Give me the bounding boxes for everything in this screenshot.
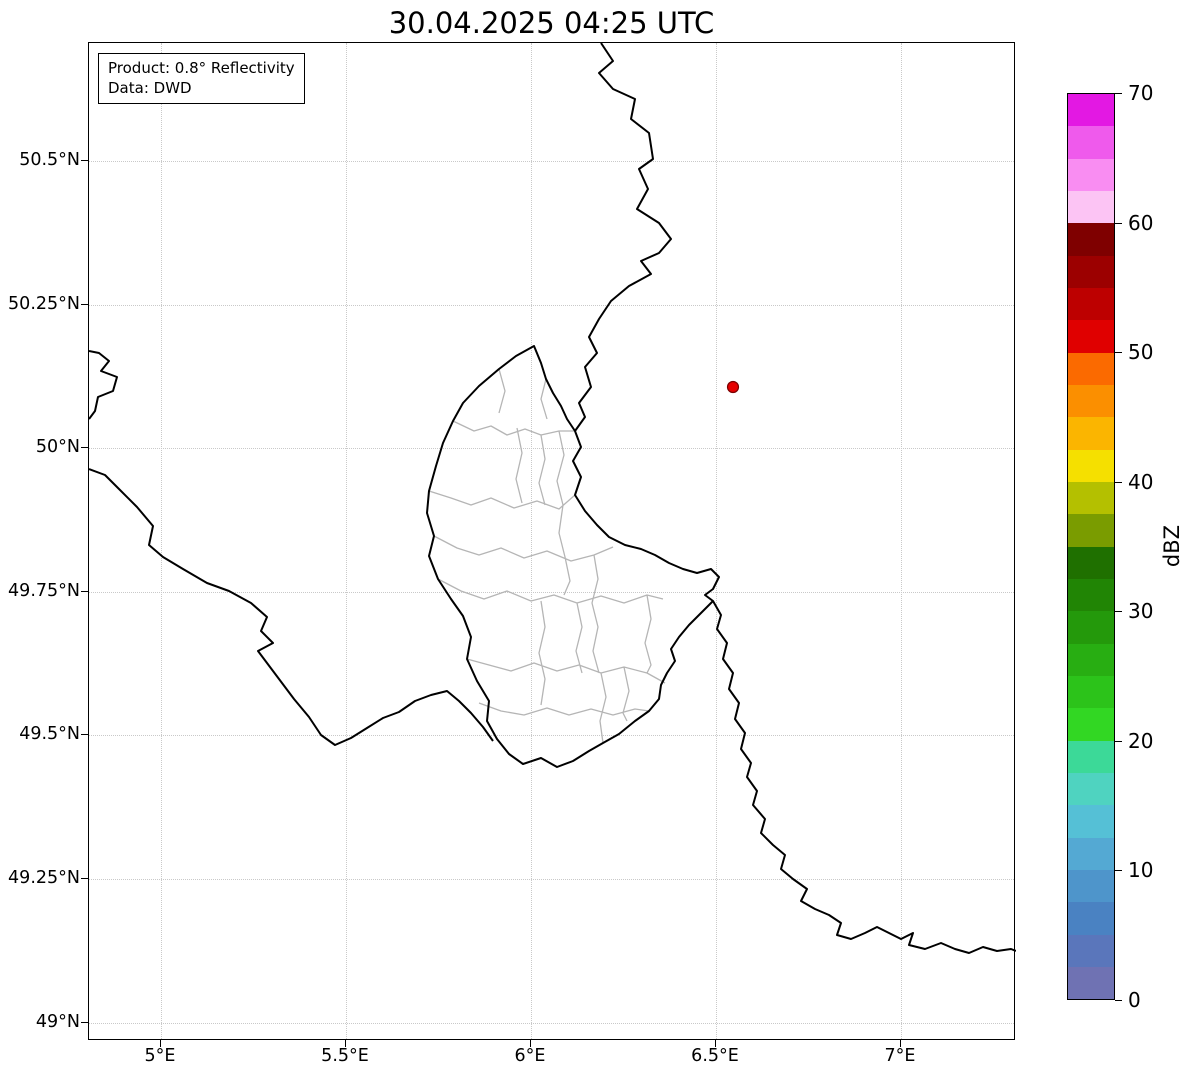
x-tick-mark [345, 1040, 347, 1047]
country-border-north-path [574, 43, 672, 432]
y-tick-label: 49.5°N [19, 724, 80, 744]
radar-location-marker [726, 380, 740, 394]
gridline-horizontal [89, 592, 1014, 593]
x-tick-label: 7°E [884, 1046, 916, 1066]
country-border-southeast-path [712, 600, 1016, 954]
colorbar-tick-mark [1115, 352, 1122, 354]
gridline-horizontal [89, 1023, 1014, 1024]
y-tick-label: 50.5°N [19, 150, 80, 170]
gridline-horizontal [89, 735, 1014, 736]
colorbar-tick-label: 20 [1128, 729, 1154, 753]
country-border-luxembourg-path [426, 345, 720, 768]
x-tick-mark [900, 1040, 902, 1047]
product-info-box: Product: 0.8° Reflectivity Data: DWD [98, 53, 305, 104]
y-tick-label: 49.75°N [8, 581, 80, 601]
figure-title: 30.04.2025 04:25 UTC [388, 6, 715, 40]
x-tick-mark [530, 1040, 532, 1047]
map-plot-area: Product: 0.8° Reflectivity Data: DWD [88, 42, 1016, 1040]
y-tick-label: 50°N [35, 437, 80, 457]
gridline-horizontal [89, 305, 1014, 306]
x-tick-mark [160, 1040, 162, 1047]
y-tick-mark [81, 591, 88, 593]
x-tick-label: 6°E [514, 1046, 546, 1066]
y-tick-mark [81, 1022, 88, 1024]
y-tick-mark [81, 304, 88, 306]
colorbar-tick-mark [1115, 482, 1122, 484]
colorbar-gradient [1068, 94, 1114, 1000]
colorbar-tick-label: 40 [1128, 470, 1154, 494]
colorbar-axis-label: dBZ [1160, 524, 1184, 568]
y-tick-label: 49.25°N [8, 868, 80, 888]
colorbar-tick-mark [1115, 741, 1122, 743]
gridline-vertical [346, 43, 347, 1039]
colorbar-tick-label: 60 [1128, 211, 1154, 235]
product-info-line1: Product: 0.8° Reflectivity [108, 59, 295, 77]
gridline-horizontal [89, 161, 1014, 162]
product-info-line2: Data: DWD [108, 79, 192, 98]
map-borders-svg [89, 43, 1016, 954]
gridline-vertical [716, 43, 717, 1039]
colorbar-tick-label: 0 [1128, 988, 1141, 1012]
colorbar-tick-label: 10 [1128, 858, 1154, 882]
y-tick-label: 49°N [35, 1012, 80, 1032]
gridline-vertical [531, 43, 532, 1039]
colorbar-tick-mark [1115, 870, 1122, 872]
colorbar-tick-label: 70 [1128, 81, 1154, 105]
y-tick-mark [81, 447, 88, 449]
y-tick-mark [81, 878, 88, 880]
y-tick-mark [81, 734, 88, 736]
colorbar-tick-mark [1115, 611, 1122, 613]
admin-borders-path [428, 368, 666, 744]
gridline-horizontal [89, 448, 1014, 449]
x-tick-label: 6.5°E [691, 1046, 739, 1066]
colorbar-tick-mark [1115, 93, 1122, 95]
colorbar [1067, 93, 1115, 1000]
gridline-vertical [161, 43, 162, 1039]
country-border-west-path [89, 350, 494, 746]
y-tick-mark [81, 160, 88, 162]
x-tick-mark [715, 1040, 717, 1047]
gridline-vertical [901, 43, 902, 1039]
colorbar-tick-mark [1115, 223, 1122, 225]
y-tick-label: 50.25°N [8, 294, 80, 314]
colorbar-tick-mark [1115, 1000, 1122, 1002]
colorbar-tick-label: 50 [1128, 340, 1154, 364]
gridline-horizontal [89, 879, 1014, 880]
x-tick-label: 5.5°E [321, 1046, 369, 1066]
x-tick-label: 5°E [144, 1046, 176, 1066]
colorbar-tick-label: 30 [1128, 599, 1154, 623]
